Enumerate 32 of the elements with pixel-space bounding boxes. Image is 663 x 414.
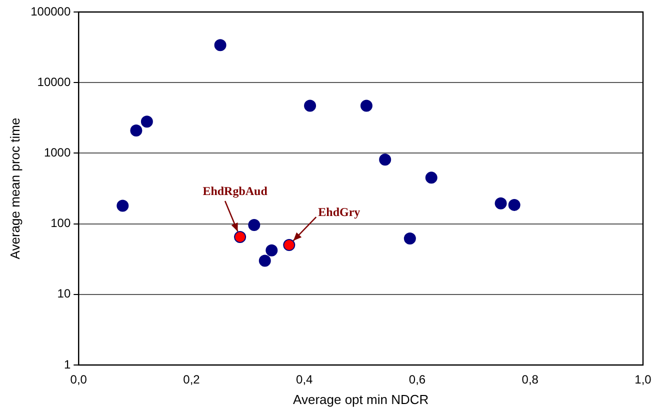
y-tick-label: 100 xyxy=(50,216,71,230)
point xyxy=(116,200,129,212)
y-axis-title: Average mean proc time xyxy=(7,118,22,260)
annotation: EhdRgbAud xyxy=(202,184,268,198)
x-tick-label: 0,6 xyxy=(408,372,426,387)
x-tick-label: 0,2 xyxy=(183,372,200,387)
x-tick-label: 0,4 xyxy=(296,372,314,387)
point xyxy=(248,219,260,232)
x-tick-label: 0,8 xyxy=(522,372,539,387)
x-axis-title: Average opt min NDCR xyxy=(293,392,429,407)
y-tick-label: 10 xyxy=(57,286,71,301)
point xyxy=(266,244,278,256)
point xyxy=(360,100,372,112)
point xyxy=(304,100,316,112)
point xyxy=(234,231,246,244)
y-tick-label: 1 xyxy=(64,357,71,372)
annotation: EhdGry xyxy=(318,205,360,220)
point xyxy=(508,198,520,211)
point xyxy=(379,154,392,166)
point xyxy=(140,116,153,128)
point xyxy=(214,39,226,52)
y-tick-label: 1000 xyxy=(44,146,71,160)
y-tick-label: 10000 xyxy=(37,74,71,89)
y-tick-label: 100000 xyxy=(30,4,71,18)
point xyxy=(130,124,142,136)
point xyxy=(258,254,271,267)
point xyxy=(494,197,507,210)
point xyxy=(425,172,438,184)
point xyxy=(404,232,416,244)
point xyxy=(283,239,296,252)
x-tick-label: 0,0 xyxy=(70,372,88,387)
x-tick-label: 1,0 xyxy=(634,372,652,387)
